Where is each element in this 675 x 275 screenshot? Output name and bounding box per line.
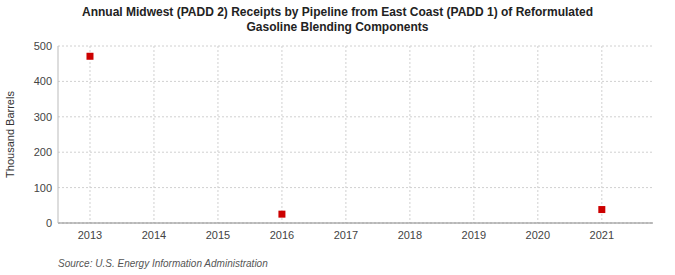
x-tick-label: 2016 <box>270 229 294 241</box>
x-tick-label: 2019 <box>462 229 486 241</box>
x-tick-label: 2013 <box>78 229 102 241</box>
y-grid-line <box>58 116 653 117</box>
y-grid-line <box>58 46 653 47</box>
point <box>278 211 285 218</box>
x-grid-line <box>409 46 410 223</box>
x-grid-line <box>281 46 282 223</box>
y-tick-label: 0 <box>46 217 52 229</box>
y-tick-label: 200 <box>34 146 52 158</box>
y-tick-label: 300 <box>34 111 52 123</box>
marks <box>86 53 605 218</box>
y-axis-line <box>58 46 59 223</box>
source: Source: U.S. Energy Information Administ… <box>58 258 268 269</box>
x-tick-label: 2015 <box>206 229 230 241</box>
point <box>86 53 93 60</box>
x-grid-line <box>537 46 538 223</box>
chart: Annual Midwest (PADD 2) Receipts by Pipe… <box>0 0 675 275</box>
title-line: Gasoline Blending Components <box>246 20 428 34</box>
x-grid-line <box>153 46 154 223</box>
point <box>598 206 605 213</box>
y-grid-line <box>58 81 653 82</box>
title-line: Annual Midwest (PADD 2) Receipts by Pipe… <box>82 5 593 19</box>
y-tick-label: 500 <box>34 40 52 52</box>
x-grid-line <box>473 46 474 223</box>
grid <box>58 46 653 223</box>
x-grid-line <box>217 46 218 223</box>
y-grid-line <box>58 152 653 153</box>
x-tick-label: 2018 <box>398 229 422 241</box>
x-tick-label: 2021 <box>590 229 614 241</box>
title: Annual Midwest (PADD 2) Receipts by Pipe… <box>82 5 593 34</box>
y-axis-label: Thousand Barrels <box>4 91 16 178</box>
x-tick-label: 2017 <box>334 229 358 241</box>
x-tick-label: 2014 <box>142 229 166 241</box>
x-grid-line <box>345 46 346 223</box>
y-tick-label: 100 <box>34 182 52 194</box>
x-axis-line <box>58 223 653 224</box>
y-grid-line <box>58 223 653 224</box>
y-tick-label: 400 <box>34 75 52 87</box>
x-grid-line <box>89 46 90 223</box>
x-grid-line <box>601 46 602 223</box>
y-grid-line <box>58 187 653 188</box>
x-tick-label: 2020 <box>526 229 550 241</box>
